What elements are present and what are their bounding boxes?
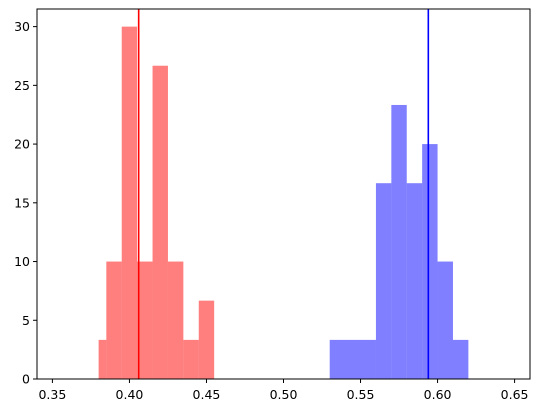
x-tick-label: 0.45	[193, 387, 221, 402]
x-tick-label: 0.60	[424, 387, 452, 402]
histogram-bar-0-6	[183, 339, 199, 379]
histogram-bar-0-3	[137, 261, 153, 379]
histogram-bar-1-4	[422, 144, 438, 379]
mean-lines	[137, 9, 430, 379]
histogram-bar-0-1	[106, 261, 122, 379]
histogram-bar-0-7	[198, 300, 215, 379]
x-tick-label: 0.35	[38, 387, 66, 402]
x-tick-label: 0.40	[116, 387, 144, 402]
x-tick-label: 0.65	[501, 387, 529, 402]
histogram-bar-1-3	[406, 183, 423, 379]
histogram-bar-1-2	[391, 104, 407, 379]
y-tick-label: 20	[14, 137, 30, 152]
y-tick-label: 25	[14, 78, 30, 93]
y-tick-label: 0	[22, 372, 30, 387]
x-tick-label: 0.55	[347, 387, 375, 402]
y-tick-label: 10	[14, 254, 30, 269]
histogram-bar-0-4	[152, 65, 168, 379]
histogram-bar-1-0	[329, 339, 376, 379]
histogram-bar-0-2	[121, 26, 138, 379]
y-tick-label: 5	[22, 313, 30, 328]
x-tick-label: 0.50	[270, 387, 298, 402]
y-tick-label: 30	[14, 19, 30, 34]
y-axis: 0 5 10 15 20 25 30	[14, 19, 37, 387]
histogram-bar-1-1	[375, 183, 392, 379]
histogram-bar-1-6	[452, 339, 469, 379]
histogram-bar-0-0	[98, 339, 107, 379]
x-axis: 0.35 0.40 0.45 0.50 0.55 0.60 0.65	[38, 379, 529, 402]
histogram-bars	[98, 26, 469, 379]
histogram-bar-1-5	[437, 261, 453, 379]
y-tick-label: 15	[14, 195, 30, 210]
histogram-bar-0-5	[167, 261, 184, 379]
